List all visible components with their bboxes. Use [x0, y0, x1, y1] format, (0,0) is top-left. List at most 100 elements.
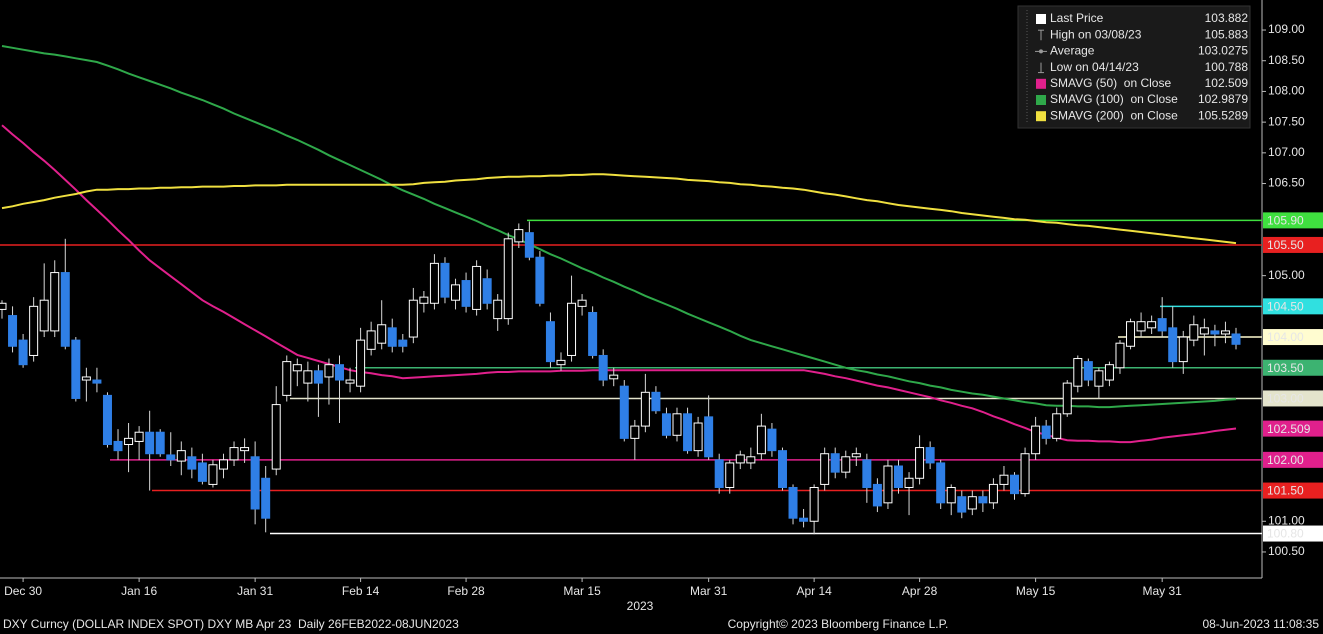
- candle-body: [735, 454, 745, 464]
- candle-body: [18, 339, 28, 366]
- y-tick-label: 109.00: [1268, 22, 1305, 36]
- candle-body: [493, 299, 503, 320]
- legend-label: Average: [1050, 44, 1095, 58]
- x-tick-label: Feb 28: [447, 584, 485, 598]
- level-tag: 105.50: [1267, 238, 1304, 252]
- level-tag-bg: [1263, 390, 1323, 407]
- candle-body: [946, 486, 956, 504]
- candle-body: [472, 265, 482, 310]
- candle-body: [271, 404, 281, 470]
- candle-body: [292, 364, 302, 372]
- candle-body: [1147, 321, 1157, 329]
- candle-body: [229, 447, 239, 461]
- candle-body: [1210, 330, 1220, 335]
- level-tag: 104.50: [1267, 300, 1304, 314]
- candle-body: [619, 385, 629, 439]
- candle-body: [809, 486, 819, 522]
- level-tag: 104.00: [1267, 330, 1304, 344]
- candle-body: [851, 453, 861, 458]
- candle-body: [915, 447, 925, 479]
- y-tick-label: 108.50: [1268, 53, 1305, 67]
- candle-body: [1126, 321, 1136, 347]
- legend-swatch: [1036, 111, 1046, 122]
- candle-body: [197, 462, 207, 482]
- candle-body: [261, 477, 271, 519]
- x-tick-label: May 31: [1142, 584, 1182, 598]
- legend-value: 103.0275: [1198, 44, 1248, 58]
- candle-body: [102, 394, 112, 446]
- candle-body: [208, 464, 218, 485]
- y-tick-label: 107.00: [1268, 145, 1305, 159]
- candle-body: [999, 474, 1009, 485]
- candle-body: [429, 262, 439, 304]
- candle-body: [0, 302, 7, 310]
- moving-average-line: [1, 124, 1237, 444]
- candle-body: [503, 238, 513, 320]
- candle-body: [714, 459, 724, 488]
- candle-body: [8, 315, 18, 347]
- candle-body: [683, 413, 693, 452]
- level-tag: 100.80: [1267, 527, 1304, 541]
- legend: Last Price 103.882 High on 03/08/23 105.883…: [1017, 5, 1251, 129]
- legend-value: 103.882: [1205, 11, 1249, 25]
- candle-body: [124, 437, 134, 446]
- y-tick-label: 107.50: [1268, 114, 1305, 128]
- footer-left: DXY Curncy (DOLLAR INDEX SPOT) DXY MB Ap…: [3, 617, 459, 631]
- candle-body: [240, 447, 250, 452]
- y-tick-label: 101.00: [1268, 513, 1305, 527]
- candle-body: [893, 465, 903, 488]
- candle-body: [588, 311, 598, 356]
- legend-value: 102.9879: [1198, 92, 1248, 106]
- candle-body: [366, 330, 376, 350]
- legend-label: Last Price: [1050, 11, 1104, 25]
- level-tag-bg: [1263, 329, 1323, 346]
- candle-body: [39, 299, 49, 332]
- moving-average-line: [1, 173, 1237, 245]
- level-tag: 101.50: [1267, 484, 1304, 498]
- end-tag-bg: [1263, 420, 1323, 437]
- legend-label: High on 03/08/23: [1050, 27, 1142, 41]
- candle-body: [81, 376, 91, 381]
- level-tag: 103.00: [1267, 392, 1304, 406]
- x-tick-label: Mar 15: [563, 584, 601, 598]
- candle-body: [134, 431, 144, 442]
- x-tick-label: Dec 30: [4, 584, 42, 598]
- x-tick-label: Apr 14: [796, 584, 832, 598]
- moving-average-line: [1, 45, 1237, 409]
- candle-body: [218, 459, 228, 470]
- candle-body: [356, 339, 366, 387]
- candle-body: [767, 428, 777, 452]
- candle-body: [514, 229, 524, 243]
- candle-body: [609, 374, 619, 380]
- candle-body: [988, 483, 998, 504]
- candle-body: [630, 425, 640, 439]
- legend-icon: [1039, 49, 1043, 54]
- candle-body: [71, 339, 81, 399]
- level-tag-bg: [1263, 525, 1323, 542]
- candle-body: [841, 456, 851, 473]
- candle-body: [545, 321, 555, 363]
- level-tag-bg: [1263, 298, 1323, 315]
- level-tag-bg: [1263, 212, 1323, 229]
- candle-body: [799, 517, 809, 522]
- candle-body: [936, 462, 946, 504]
- legend-label: Low on 04/14/23: [1050, 60, 1139, 74]
- candle-body: [1041, 425, 1051, 439]
- candle-body: [1104, 364, 1114, 381]
- legend-label: SMAVG (200) on Close: [1050, 108, 1178, 122]
- candle-body: [461, 280, 471, 307]
- candle-body: [1220, 330, 1230, 335]
- candle-body: [408, 299, 418, 338]
- level-tag-bg: [1263, 236, 1323, 253]
- x-tick-label: Apr 28: [902, 584, 938, 598]
- candle-body: [598, 354, 608, 381]
- candle-body: [345, 379, 355, 384]
- legend-label: SMAVG (100) on Close: [1050, 92, 1178, 106]
- candle-body: [883, 465, 893, 504]
- candle-body: [250, 456, 260, 510]
- level-tag: 105.90: [1267, 214, 1304, 228]
- candle-body: [29, 305, 39, 356]
- candle-body: [166, 454, 176, 461]
- candle-body: [704, 416, 714, 458]
